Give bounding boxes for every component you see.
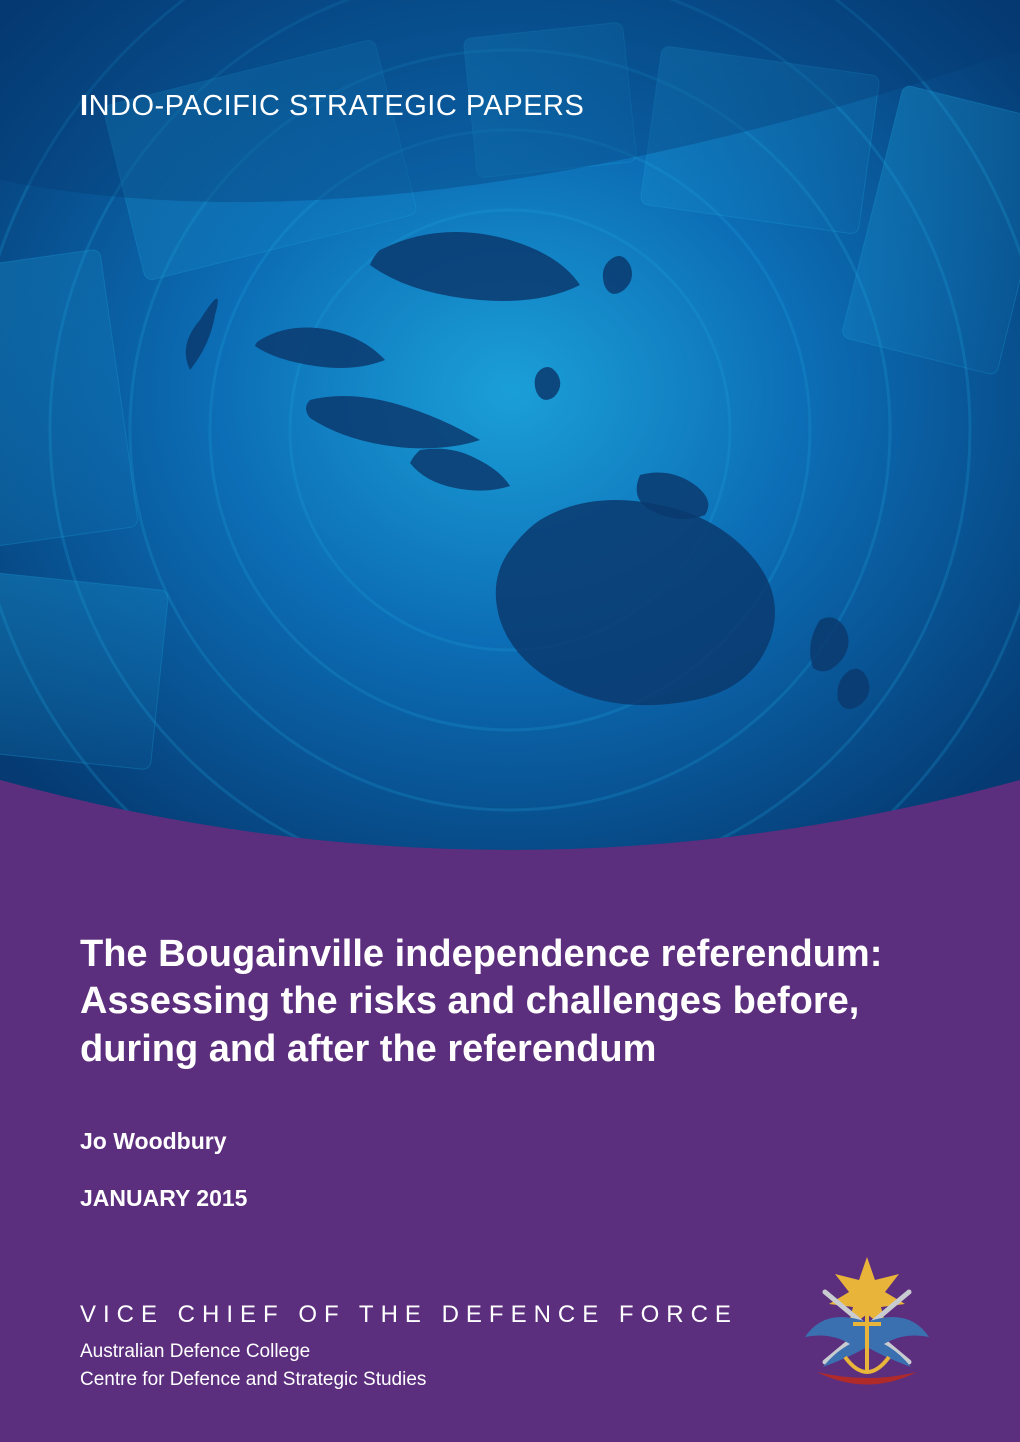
author-name: Jo Woodbury	[80, 1128, 940, 1155]
globe-graphic-area	[0, 0, 1020, 870]
series-first-letter: I	[80, 90, 89, 122]
org-main-line: VICE CHIEF OF THE DEFENCE FORCE	[80, 1301, 795, 1329]
document-cover: INDO-PACIFIC STRATEGIC PAPERS The Bougai…	[0, 0, 1020, 1442]
adf-crest-icon	[795, 1252, 940, 1397]
series-label: INDO-PACIFIC STRATEGIC PAPERS	[80, 90, 584, 123]
publication-date: JANUARY 2015	[80, 1185, 940, 1212]
org-sub-line-1: Australian Defence College	[80, 1341, 795, 1363]
series-rest: NDO-PACIFIC STRATEGIC PAPERS	[89, 90, 585, 122]
bottom-panel: The Bougainville independence referendum…	[0, 881, 1020, 1442]
organization-block: VICE CHIEF OF THE DEFENCE FORCE Australi…	[80, 1301, 795, 1397]
paper-title: The Bougainville independence referendum…	[80, 931, 940, 1074]
globe-illustration	[0, 0, 1020, 870]
org-sub-line-2: Centre for Defence and Strategic Studies	[80, 1369, 795, 1391]
footer-block: VICE CHIEF OF THE DEFENCE FORCE Australi…	[80, 1252, 940, 1397]
